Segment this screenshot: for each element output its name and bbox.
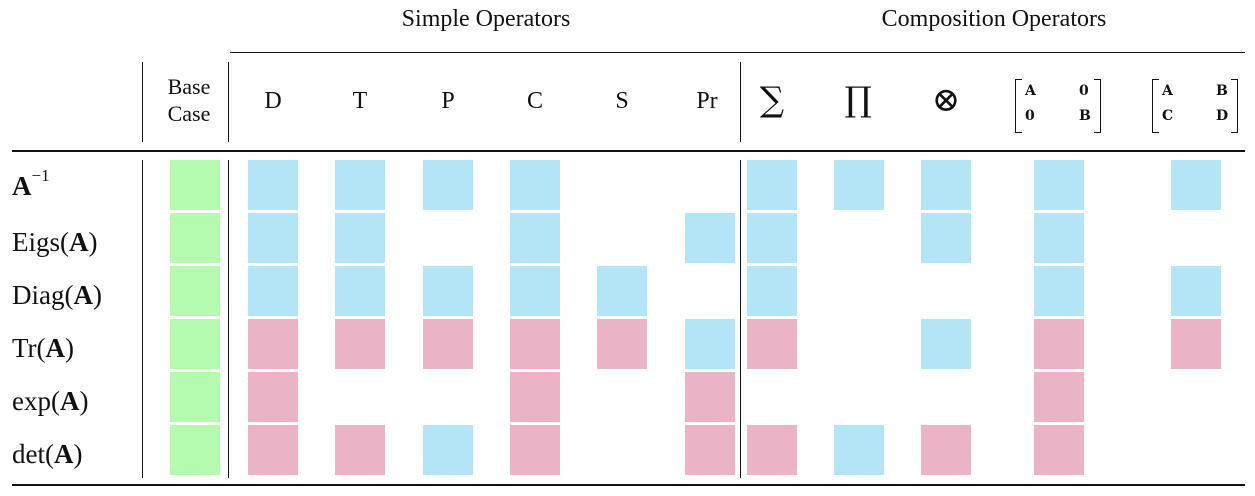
cell-r5-t: [335, 425, 385, 475]
cell-r0-t: [335, 160, 385, 210]
cell-r2-sum: [747, 266, 797, 316]
row-label-exp: exp(A): [12, 386, 89, 416]
cell-r2-blockdiag: [1034, 266, 1084, 316]
cell-r4-d: [248, 372, 298, 422]
cell-r1-c: [510, 213, 560, 263]
cell-r5-d: [248, 425, 298, 475]
row-label-inverse: A−1: [12, 166, 50, 201]
cell-r2-s: [597, 266, 647, 316]
cell-r5-blockdiag: [1034, 425, 1084, 475]
product-icon: ∏: [844, 80, 872, 120]
cell-r1-sum: [747, 213, 797, 263]
cell-r1-blockdiag: [1034, 213, 1084, 263]
row-label-trace: Tr(A): [12, 333, 75, 363]
cell-r0-base: [170, 160, 220, 210]
col-header-c: C: [526, 88, 544, 114]
group-rule: [230, 52, 1245, 54]
cell-r3-base: [170, 319, 220, 369]
col-header-t: T: [352, 88, 368, 114]
cell-r5-kron: [921, 425, 971, 475]
cell-r4-base: [170, 372, 220, 422]
col-header-pr: Pr: [696, 88, 718, 114]
cell-r4-pr: [685, 372, 735, 422]
cell-r0-p: [423, 160, 473, 210]
cell-r1-base: [170, 213, 220, 263]
cell-r1-kron: [921, 213, 971, 263]
kronecker-product-icon: ⊗: [931, 80, 961, 120]
cell-r3-pr: [685, 319, 735, 369]
cell-r4-blockdiag: [1034, 372, 1084, 422]
divider-base: [228, 62, 230, 142]
col-header-d: D: [264, 88, 282, 114]
cell-r3-s: [597, 319, 647, 369]
cell-r5-sum: [747, 425, 797, 475]
cell-r2-c: [510, 266, 560, 316]
cell-r3-d: [248, 319, 298, 369]
cell-r1-pr: [685, 213, 735, 263]
base-case-header: Base Case: [148, 73, 230, 127]
cell-r0-c: [510, 160, 560, 210]
base-case-line1: Base: [167, 74, 211, 99]
cell-r0-kron: [921, 160, 971, 210]
cell-r3-sum: [747, 319, 797, 369]
cell-r3-t: [335, 319, 385, 369]
base-case-line2: Case: [167, 101, 211, 126]
divider-base-body: [228, 160, 230, 478]
cell-r3-c: [510, 319, 560, 369]
cell-r2-d: [248, 266, 298, 316]
col-header-s: S: [615, 88, 629, 114]
col-header-p: P: [441, 88, 455, 114]
row-label-det: det(A): [12, 439, 83, 469]
cell-r0-d: [248, 160, 298, 210]
cell-r2-block: [1171, 266, 1221, 316]
cell-r5-p: [423, 425, 473, 475]
divider-label-body: [142, 160, 144, 478]
cell-r0-blockdiag: [1034, 160, 1084, 210]
cell-r5-c: [510, 425, 560, 475]
cell-r3-block: [1171, 319, 1221, 369]
simple-operators-title: Simple Operators: [401, 6, 571, 32]
block-diagonal-matrix-icon: A 0 0 B: [1015, 79, 1101, 133]
header-rule: [12, 150, 1245, 152]
bottom-rule: [12, 484, 1245, 487]
sum-icon: ∑: [759, 80, 785, 120]
cell-r2-base: [170, 266, 220, 316]
cell-r5-prod: [834, 425, 884, 475]
composition-operators-title: Composition Operators: [881, 6, 1107, 32]
cell-r1-t: [335, 213, 385, 263]
cell-r3-blockdiag: [1034, 319, 1084, 369]
cell-r0-block: [1171, 160, 1221, 210]
divider-label: [142, 62, 144, 142]
cell-r2-t: [335, 266, 385, 316]
block-matrix-icon: A B C D: [1152, 79, 1238, 133]
cell-r0-prod: [834, 160, 884, 210]
cell-r0-sum: [747, 160, 797, 210]
cell-r3-p: [423, 319, 473, 369]
cell-r3-kron: [921, 319, 971, 369]
row-label-eigs: Eigs(A): [12, 227, 98, 257]
cell-r5-base: [170, 425, 220, 475]
row-label-diag: Diag(A): [12, 280, 102, 310]
divider-composition-body: [740, 160, 742, 478]
cell-r1-d: [248, 213, 298, 263]
cell-r2-p: [423, 266, 473, 316]
divider-composition: [740, 62, 742, 142]
cell-r5-pr: [685, 425, 735, 475]
cell-r4-c: [510, 372, 560, 422]
